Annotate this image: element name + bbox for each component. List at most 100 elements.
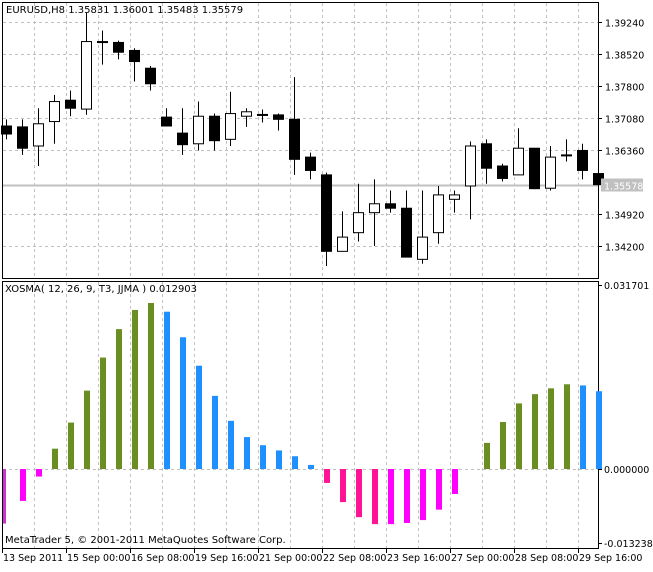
price-axis-label: 1.37080: [605, 115, 644, 126]
candle: [513, 128, 524, 176]
histogram-bar: [260, 445, 266, 469]
histogram-bar: [484, 442, 490, 469]
histogram-bar: [356, 469, 362, 518]
candle: [209, 113, 220, 151]
candle: [561, 139, 572, 162]
time-axis-label: 15 Sep 00:00: [67, 553, 130, 564]
price-panel-header: EURUSD,H8 1.35831 1.36001 1.35483 1.3557…: [6, 5, 244, 16]
candles-group: [1, 12, 604, 266]
histogram-bar: [308, 464, 314, 469]
candle: [257, 109, 268, 123]
candle: [289, 77, 300, 175]
histogram-bar: [580, 385, 586, 469]
price-grid: [3, 3, 598, 278]
histogram-bar: [3, 469, 6, 524]
indicator-panel-frame: [2, 281, 599, 549]
candle: [497, 163, 508, 182]
candle: [417, 190, 428, 264]
candle: [193, 101, 204, 151]
time-axis-label: 19 Sep 16:00: [195, 553, 258, 564]
candle: [369, 179, 380, 246]
histogram-bar: [292, 456, 298, 469]
candle: [321, 172, 332, 266]
price-axis-label: 1.36360: [605, 147, 644, 158]
histogram-bar: [436, 469, 442, 510]
candle: [17, 119, 28, 155]
candle: [241, 108, 252, 127]
indicator-axis-label: 0.031701: [604, 281, 649, 292]
candle: [529, 147, 540, 190]
candle: [49, 94, 60, 144]
histogram-bar: [596, 391, 602, 469]
histogram-bar: [548, 388, 554, 469]
price-axis-label: 1.34920: [605, 211, 644, 222]
candle: [129, 48, 140, 82]
histogram-bar: [452, 469, 458, 494]
time-axis-label: 29 Sep 16:00: [579, 553, 642, 564]
candle: [177, 108, 188, 155]
histogram-bar: [180, 337, 186, 469]
candle: [353, 183, 364, 242]
histogram-bar: [516, 403, 522, 469]
histogram-bar: [340, 469, 346, 503]
candle: [1, 119, 12, 140]
histogram-bars: [3, 302, 602, 525]
histogram-bar: [532, 394, 538, 469]
histogram-bar: [228, 420, 234, 469]
histogram-bar: [84, 390, 90, 469]
price-axis-label: 1.37800: [605, 83, 644, 94]
candle: [433, 186, 444, 244]
indicator-grid: [3, 282, 598, 548]
candle: [225, 91, 236, 146]
indicator-axis: 0.031701 0.000000 -0.013238: [598, 281, 653, 550]
indicator-panel-header: XOSMA( 12, 26, 9, T3, JJMA ) 0.012903: [5, 284, 198, 295]
indicator-axis-label: -0.013238: [604, 539, 653, 550]
candle: [113, 40, 124, 60]
candle: [337, 211, 348, 252]
candle: [273, 113, 284, 131]
time-axis-label: 13 Sep 2011: [3, 553, 63, 564]
current-price-label: 1.35578: [604, 182, 643, 193]
histogram-bar: [404, 469, 410, 523]
time-axis-label: 21 Sep 00:00: [259, 553, 322, 564]
candle: [97, 30, 108, 65]
histogram-bar: [372, 469, 378, 525]
copyright-text: MetaTrader 5, © 2001-2011 MetaQuotes Sof…: [5, 535, 286, 546]
candle: [305, 152, 316, 180]
histogram-bar: [276, 450, 282, 469]
candle: [385, 190, 396, 213]
histogram-bar: [52, 448, 58, 469]
price-panel-frame: [2, 2, 599, 279]
candle: [81, 12, 92, 115]
time-axis-label: 28 Sep 08:00: [515, 553, 578, 564]
candle: [577, 143, 588, 180]
histogram-bar: [212, 395, 218, 469]
price-axis-label: 1.38520: [605, 51, 644, 62]
candle: [161, 108, 172, 127]
time-axis-label: 16 Sep 08:00: [131, 553, 194, 564]
histogram-bar: [20, 469, 26, 501]
current-price-badge: [601, 178, 643, 192]
time-axis-label: 23 Sep 16:00: [387, 553, 450, 564]
histogram-bar: [500, 421, 506, 469]
histogram-bar: [148, 302, 154, 469]
histogram-bar: [132, 309, 138, 469]
time-axis: 13 Sep 2011 15 Sep 00:00 16 Sep 08:00 19 Se…: [2, 549, 642, 564]
histogram-bar: [420, 469, 426, 521]
candle: [401, 190, 412, 258]
candle: [449, 190, 460, 213]
candle: [33, 108, 44, 166]
candle: [481, 139, 492, 184]
histogram-bar: [36, 469, 42, 477]
histogram-bar: [244, 437, 250, 469]
candle: [465, 141, 476, 220]
histogram-bar: [388, 469, 394, 525]
price-axis: 1.39240 1.38520 1.37800 1.37080 1.36360 1.349…: [598, 19, 644, 254]
price-axis-label: 1.34200: [605, 243, 644, 254]
histogram-bar: [324, 469, 330, 483]
candle: [545, 146, 556, 191]
candle: [145, 66, 156, 91]
candle: [65, 90, 76, 117]
